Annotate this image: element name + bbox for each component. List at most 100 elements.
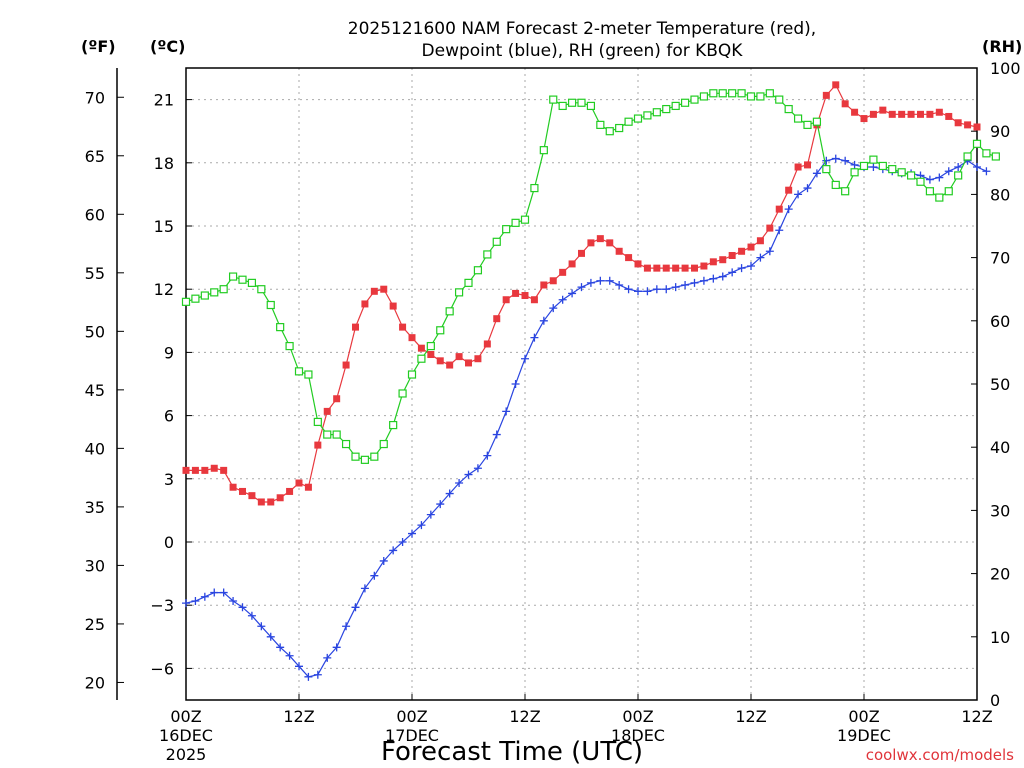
rh-point	[247, 278, 257, 287]
dewpoint-point	[238, 603, 247, 612]
temperature-point	[775, 205, 783, 213]
temperature-point	[229, 483, 237, 491]
axis-ticks: −6−3036912151821202530354045505560657001…	[85, 59, 1021, 764]
rh-unit-label: (RH)	[982, 37, 1022, 56]
temperature-point	[361, 300, 369, 308]
dewpoint-point	[568, 289, 577, 298]
temperature-point	[540, 281, 548, 289]
rh-point	[341, 439, 351, 449]
dewpoint-point	[765, 247, 774, 256]
rh-point	[219, 285, 228, 294]
temperature-point	[643, 264, 651, 272]
dewpoint-point	[558, 295, 567, 304]
temperature-point	[191, 466, 199, 474]
dewpoint-point	[229, 596, 238, 605]
rh-point	[954, 171, 963, 180]
dewpoint-point	[982, 167, 991, 176]
rh-point	[972, 139, 982, 148]
temperature-point	[935, 108, 943, 116]
temperature-point	[427, 351, 435, 359]
rh-point	[690, 95, 699, 104]
temperature-point	[521, 292, 529, 300]
rh-point	[718, 89, 727, 98]
temperature-point	[794, 163, 802, 171]
rh-tick-label: 30	[990, 501, 1010, 520]
temperature-point	[804, 161, 811, 169]
temperature-point	[841, 100, 849, 108]
rh-point	[454, 288, 464, 297]
rh-point	[577, 98, 586, 107]
temperature-point	[182, 466, 190, 474]
temperature-point	[295, 479, 303, 487]
chart-title-line1: 2025121600 NAM Forecast 2-meter Temperat…	[348, 19, 816, 39]
time-date-label: 18DEC	[611, 726, 665, 745]
temperature-point	[549, 277, 557, 285]
rh-point	[680, 98, 690, 107]
fahrenheit-tick-label: 55	[85, 264, 105, 283]
temperature-point	[352, 323, 359, 331]
dewpoint-point	[634, 287, 642, 296]
dewpoint-point	[841, 156, 850, 165]
dewpoint-point	[831, 154, 840, 163]
dewpoint-point	[219, 588, 228, 597]
rh-point	[916, 177, 925, 186]
rh-point	[464, 278, 473, 287]
temperature-point	[493, 315, 501, 323]
temperature-point	[945, 112, 953, 120]
rh-point	[539, 146, 548, 155]
dewpoint-point	[775, 226, 784, 235]
dewpoint-point	[285, 651, 294, 660]
rh-line	[185, 92, 996, 461]
temperature-point	[709, 258, 717, 266]
temperature-point	[286, 487, 294, 495]
fahrenheit-tick-label: 30	[85, 556, 105, 575]
dewpoint-point	[511, 380, 520, 388]
dewpoint-point	[304, 672, 313, 681]
rh-point	[925, 187, 935, 196]
temperature-point	[832, 81, 840, 89]
celsius-tick-label: 9	[164, 343, 174, 362]
rh-point	[793, 114, 803, 123]
rh-tick-label: 10	[990, 628, 1010, 647]
dewpoint-point	[502, 407, 511, 416]
dewpoint-point	[200, 592, 209, 601]
temperature-point	[728, 251, 736, 259]
dewpoint-point	[295, 662, 303, 671]
temperature-point	[926, 110, 934, 118]
rh-point	[765, 89, 774, 98]
temperature-point	[634, 260, 642, 268]
time-tick-label: 00Z	[396, 707, 427, 726]
rh-point	[596, 120, 605, 129]
dewpoint-point	[191, 596, 200, 605]
rh-point	[831, 180, 840, 190]
rh-point	[662, 104, 671, 114]
fahrenheit-tick-label: 70	[85, 88, 105, 107]
rh-point	[257, 285, 266, 294]
temperature-point	[606, 239, 614, 247]
rh-tick-label: 40	[990, 438, 1010, 457]
rh-point	[445, 307, 454, 316]
temperature-point	[483, 340, 491, 348]
dewpoint-point	[332, 643, 341, 652]
rh-point	[426, 341, 435, 351]
time-year-label: 2025	[166, 745, 207, 764]
rh-point	[228, 272, 238, 281]
fahrenheit-tick-label: 20	[85, 673, 105, 692]
rh-point	[633, 114, 643, 123]
temperature-point	[201, 466, 209, 474]
temperature-point	[314, 441, 322, 449]
dewpoint-point	[539, 316, 548, 325]
time-date-label: 16DEC	[159, 726, 213, 745]
rh-point	[530, 183, 539, 193]
dewpoint-point	[313, 670, 322, 679]
temperature-point	[465, 359, 472, 367]
dewpoint-point	[718, 272, 727, 281]
temperature-point	[474, 355, 482, 363]
dewpoint-point	[709, 274, 718, 283]
temperature-point	[700, 262, 708, 270]
temperature-point	[399, 323, 407, 331]
rh-point	[567, 98, 577, 107]
fahrenheit-tick-label: 35	[85, 498, 105, 517]
rh-point	[756, 92, 765, 101]
time-date-label: 19DEC	[837, 726, 891, 745]
